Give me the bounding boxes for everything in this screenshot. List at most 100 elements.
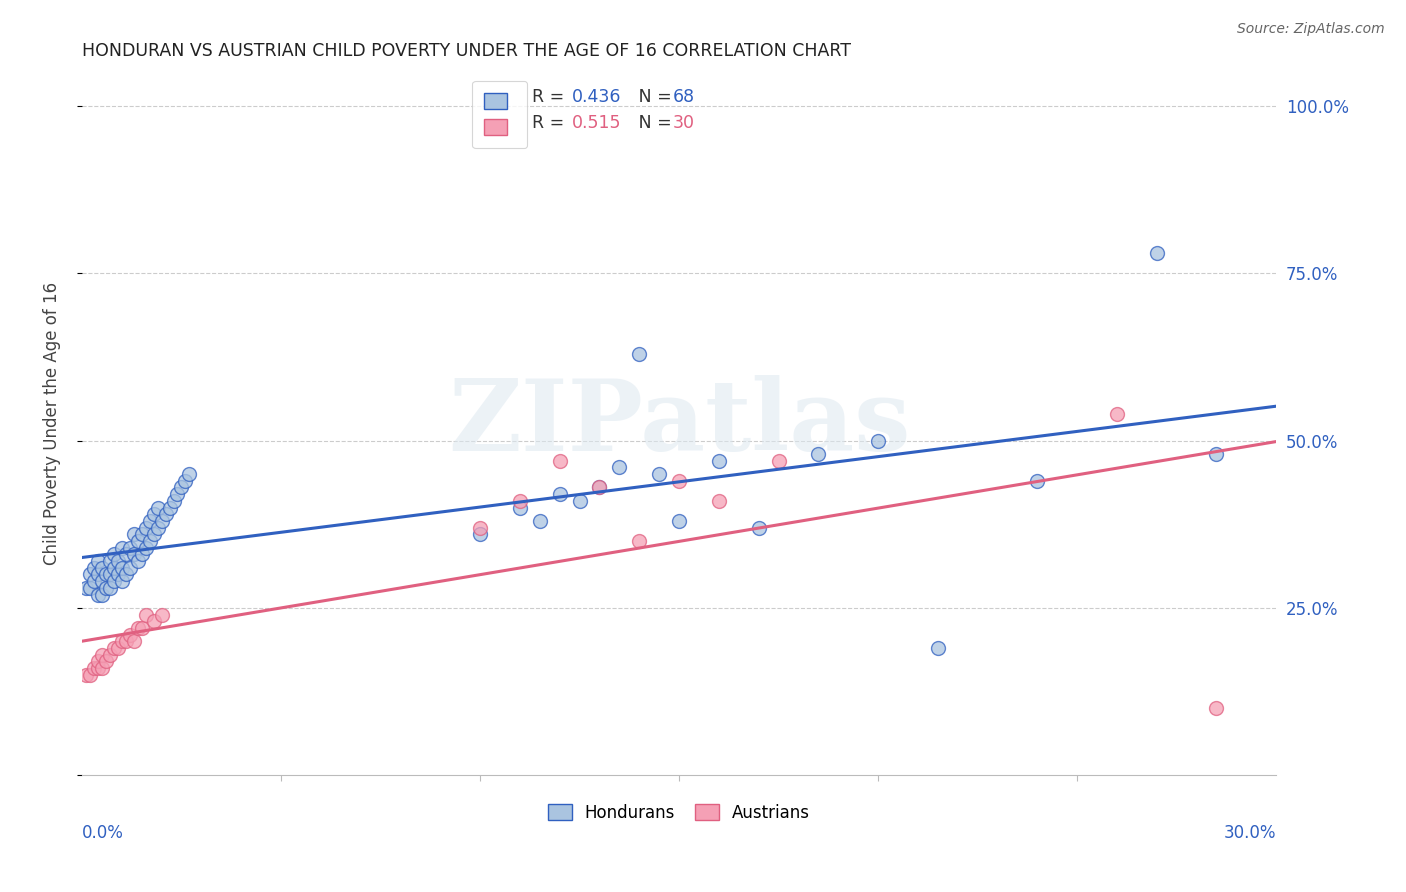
Point (668, 474, 690, 488)
Y-axis label: Child Poverty Under the Age of 16: Child Poverty Under the Age of 16 (44, 282, 60, 566)
Text: R =: R = (531, 114, 569, 132)
Point (90, 574, 112, 588)
Point (118, 560, 141, 574)
Point (138, 514, 160, 528)
Point (135, 607, 157, 622)
Point (118, 541, 141, 555)
Point (868, 434, 890, 448)
Point (1205, 447, 1227, 461)
Point (83, 661, 105, 675)
Point (103, 547, 125, 561)
Point (668, 514, 690, 528)
Point (107, 554, 129, 568)
Point (170, 480, 193, 494)
Point (807, 447, 830, 461)
Point (87, 567, 110, 582)
Text: N =: N = (621, 88, 676, 106)
Point (628, 533, 651, 548)
Point (648, 467, 671, 481)
Point (142, 507, 165, 521)
Point (75, 581, 97, 595)
Text: ZIPatlas: ZIPatlas (447, 376, 910, 473)
Point (127, 621, 149, 635)
Point (146, 500, 169, 515)
Point (90, 587, 112, 601)
Point (87, 661, 110, 675)
Point (131, 547, 153, 561)
Point (118, 628, 141, 642)
Point (1205, 701, 1227, 715)
Point (748, 520, 770, 534)
Point (1026, 474, 1049, 488)
Point (159, 500, 181, 515)
Point (98, 581, 121, 595)
Point (628, 346, 651, 360)
Point (529, 514, 551, 528)
Point (588, 480, 610, 494)
Text: 68: 68 (673, 88, 695, 106)
Text: 30.0%: 30.0% (1223, 824, 1277, 842)
Point (146, 520, 169, 534)
Point (98, 567, 121, 582)
Text: R =: R = (531, 88, 569, 106)
Point (127, 533, 149, 548)
Text: 0.515: 0.515 (572, 114, 621, 132)
Point (135, 541, 157, 555)
Point (94, 655, 117, 669)
Point (131, 527, 153, 541)
Point (87, 655, 110, 669)
Text: N =: N = (621, 114, 676, 132)
Point (98, 648, 121, 662)
Point (90, 560, 112, 574)
Point (607, 460, 630, 475)
Point (83, 574, 105, 588)
Point (79, 668, 101, 682)
Point (927, 641, 949, 656)
Point (79, 581, 101, 595)
Point (122, 547, 145, 561)
Point (122, 634, 145, 648)
Point (468, 520, 491, 534)
Point (127, 554, 149, 568)
Point (131, 621, 153, 635)
Point (707, 493, 730, 508)
Point (103, 560, 125, 574)
Point (87, 587, 110, 601)
Point (135, 520, 157, 534)
Point (90, 661, 112, 675)
Point (548, 487, 571, 501)
Point (142, 615, 165, 629)
Text: 0.436: 0.436 (572, 88, 621, 106)
Point (122, 527, 145, 541)
Point (87, 554, 110, 568)
Point (509, 500, 531, 515)
Text: Source: ZipAtlas.com: Source: ZipAtlas.com (1237, 22, 1385, 37)
Point (588, 480, 610, 494)
Point (150, 607, 173, 622)
Point (768, 453, 790, 467)
Point (568, 493, 591, 508)
Point (107, 567, 129, 582)
Point (142, 527, 165, 541)
Point (468, 527, 491, 541)
Point (162, 493, 184, 508)
Point (111, 634, 134, 648)
Point (111, 560, 134, 574)
Point (79, 567, 101, 582)
Point (114, 547, 136, 561)
Point (114, 634, 136, 648)
Point (1146, 246, 1168, 260)
Point (94, 581, 117, 595)
Point (98, 554, 121, 568)
Point (90, 648, 112, 662)
Point (103, 574, 125, 588)
Point (155, 507, 177, 521)
Point (114, 567, 136, 582)
Point (548, 453, 571, 467)
Point (75, 668, 97, 682)
Point (166, 487, 188, 501)
Point (94, 567, 117, 582)
Point (174, 474, 197, 488)
Point (179, 467, 201, 481)
Point (111, 574, 134, 588)
